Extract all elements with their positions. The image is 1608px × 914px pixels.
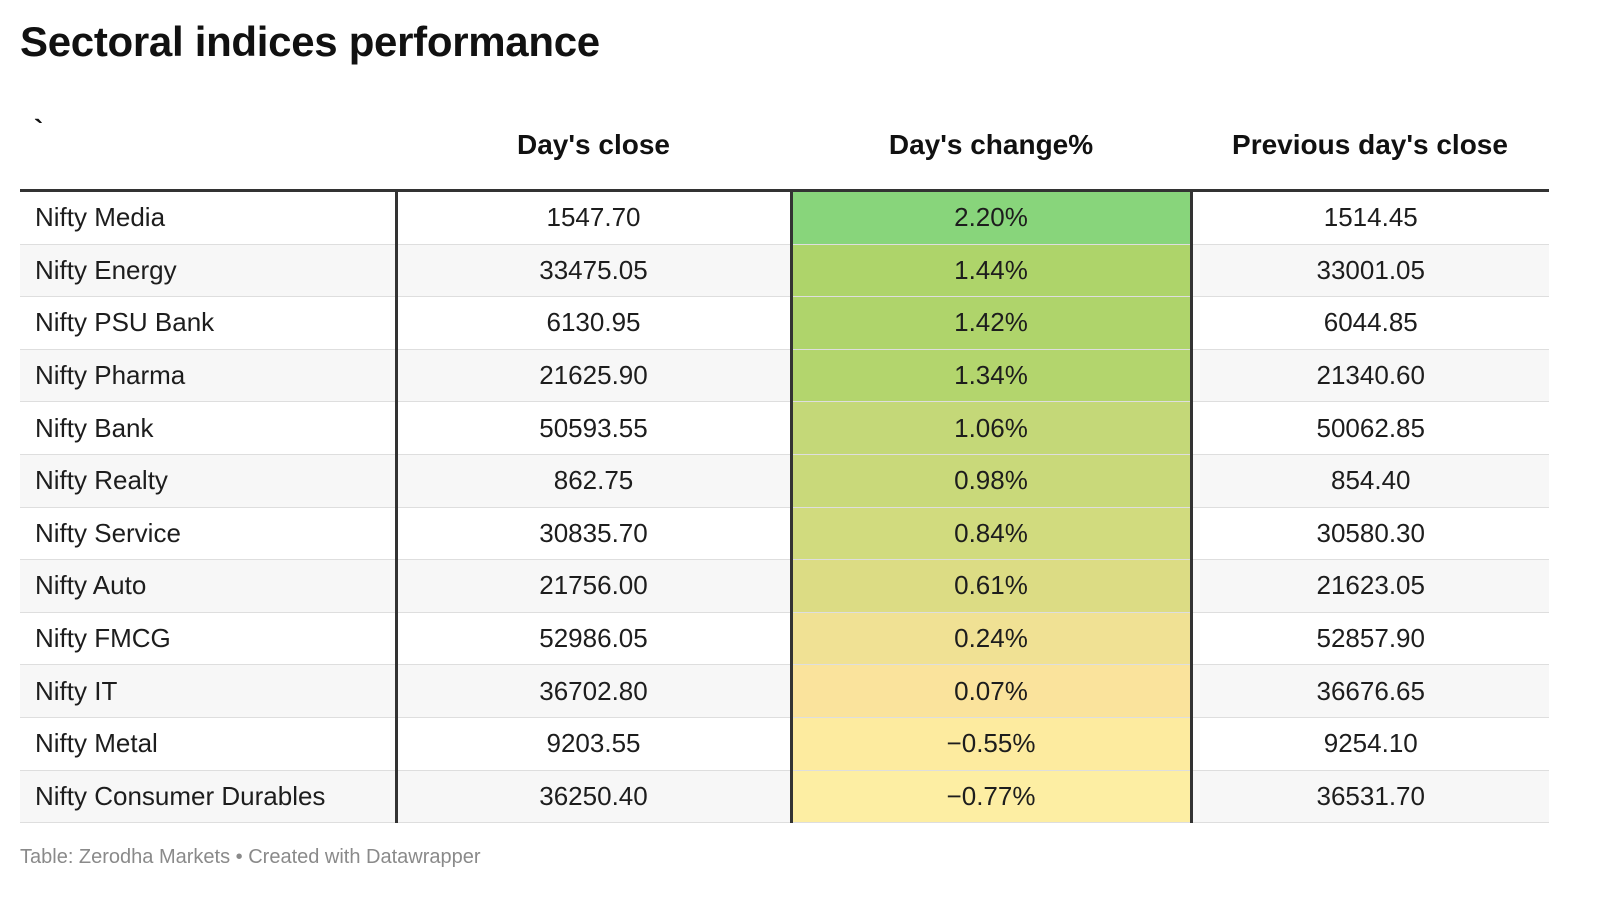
table-row: Nifty Bank 50593.55 1.06% 50062.85 <box>20 401 1549 455</box>
cell-index-name: Nifty Bank <box>20 401 398 455</box>
cell-index-name: Nifty Realty <box>20 454 398 508</box>
cell-days-change: 0.84% <box>791 507 1193 561</box>
table-header-row: ` Day's close Day's change% Previous day… <box>20 100 1549 192</box>
cell-days-close: 36250.40 <box>396 770 793 824</box>
table-row: Nifty Pharma 21625.90 1.34% 21340.60 <box>20 349 1549 403</box>
cell-days-change: 0.07% <box>791 664 1193 718</box>
cell-days-close: 21756.00 <box>396 559 793 613</box>
cell-index-name: Nifty IT <box>20 664 398 718</box>
cell-days-close: 33475.05 <box>396 244 793 298</box>
table-row: Nifty IT 36702.80 0.07% 36676.65 <box>20 664 1549 718</box>
cell-days-change: −0.77% <box>791 770 1193 824</box>
cell-days-close: 30835.70 <box>396 507 793 561</box>
cell-days-change: −0.55% <box>791 717 1193 771</box>
table-row: Nifty Realty 862.75 0.98% 854.40 <box>20 454 1549 508</box>
table-row: Nifty Energy 33475.05 1.44% 33001.05 <box>20 244 1549 298</box>
cell-days-close: 9203.55 <box>396 717 793 771</box>
source-footer: Table: Zerodha Markets • Created with Da… <box>20 846 481 868</box>
cell-days-change: 1.34% <box>791 349 1193 403</box>
cell-previous-close: 52857.90 <box>1191 612 1549 666</box>
cell-previous-close: 21623.05 <box>1191 559 1549 613</box>
table-row: Nifty Metal 9203.55 −0.55% 9254.10 <box>20 717 1549 771</box>
table-row: Nifty PSU Bank 6130.95 1.42% 6044.85 <box>20 296 1549 350</box>
table-body: Nifty Media 1547.70 2.20% 1514.45 Nifty Ener… <box>20 190 1549 824</box>
cell-previous-close: 6044.85 <box>1191 296 1549 350</box>
cell-days-change: 0.61% <box>791 559 1193 613</box>
cell-days-close: 52986.05 <box>396 612 793 666</box>
cell-previous-close: 36676.65 <box>1191 664 1549 718</box>
cell-index-name: Nifty PSU Bank <box>20 296 398 350</box>
column-header-change: Day's change% <box>791 100 1191 192</box>
cell-days-close: 21625.90 <box>396 349 793 403</box>
cell-previous-close: 1514.45 <box>1191 190 1549 245</box>
cell-days-close: 6130.95 <box>396 296 793 350</box>
table-row: Nifty FMCG 52986.05 0.24% 52857.90 <box>20 612 1549 666</box>
table-row: Nifty Consumer Durables 36250.40 −0.77% 365… <box>20 770 1549 824</box>
cell-previous-close: 30580.30 <box>1191 507 1549 561</box>
cell-index-name: Nifty Metal <box>20 717 398 771</box>
data-table: ` Day's close Day's change% Previous day… <box>20 100 1549 824</box>
cell-days-change: 0.98% <box>791 454 1193 508</box>
cell-index-name: Nifty Energy <box>20 244 398 298</box>
cell-index-name: Nifty Media <box>20 190 398 245</box>
cell-previous-close: 9254.10 <box>1191 717 1549 771</box>
column-header-close: Day's close <box>396 100 791 192</box>
cell-days-close: 862.75 <box>396 454 793 508</box>
cell-index-name: Nifty Auto <box>20 559 398 613</box>
cell-index-name: Nifty FMCG <box>20 612 398 666</box>
cell-days-change: 0.24% <box>791 612 1193 666</box>
chart-title: Sectoral indices performance <box>20 18 600 65</box>
cell-index-name: Nifty Pharma <box>20 349 398 403</box>
column-header-name: ` <box>20 100 396 192</box>
cell-days-change: 1.44% <box>791 244 1193 298</box>
column-header-prev: Previous day's close <box>1191 100 1549 192</box>
table-row: Nifty Auto 21756.00 0.61% 21623.05 <box>20 559 1549 613</box>
cell-index-name: Nifty Service <box>20 507 398 561</box>
cell-days-close: 50593.55 <box>396 401 793 455</box>
cell-previous-close: 36531.70 <box>1191 770 1549 824</box>
cell-days-change: 1.06% <box>791 401 1193 455</box>
cell-days-close: 1547.70 <box>396 190 793 245</box>
cell-previous-close: 854.40 <box>1191 454 1549 508</box>
cell-previous-close: 21340.60 <box>1191 349 1549 403</box>
cell-previous-close: 50062.85 <box>1191 401 1549 455</box>
cell-days-change: 1.42% <box>791 296 1193 350</box>
cell-days-change: 2.20% <box>791 190 1193 245</box>
cell-days-close: 36702.80 <box>396 664 793 718</box>
cell-previous-close: 33001.05 <box>1191 244 1549 298</box>
table-row: Nifty Service 30835.70 0.84% 30580.30 <box>20 507 1549 561</box>
cell-index-name: Nifty Consumer Durables <box>20 770 398 824</box>
table-row: Nifty Media 1547.70 2.20% 1514.45 <box>20 190 1549 245</box>
